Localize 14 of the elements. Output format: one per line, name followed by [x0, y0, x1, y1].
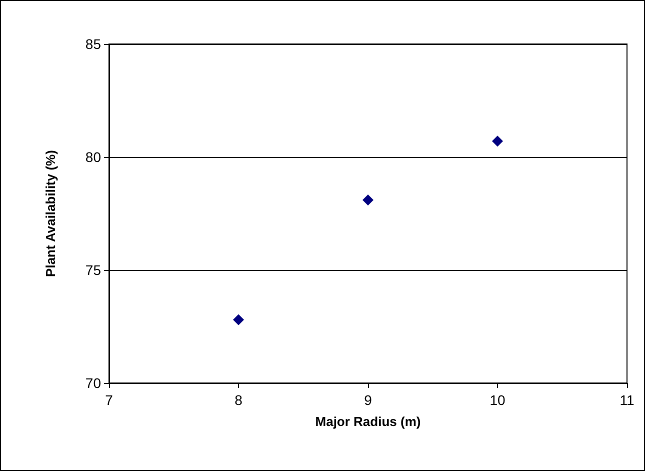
y-tick-label: 70: [85, 375, 102, 391]
x-tick-label: 11: [620, 392, 634, 408]
x-tick-label: 10: [490, 392, 506, 408]
y-tick-label: 80: [85, 149, 102, 165]
point: [362, 194, 374, 206]
x-axis-title: Major Radius (m): [315, 414, 421, 429]
y-tick-label: 85: [85, 36, 102, 52]
y-axis-title: Plant Availability (%): [43, 150, 58, 277]
point: [233, 314, 244, 326]
x-tick-label: 8: [234, 392, 243, 408]
x-tick-label: 9: [364, 392, 372, 408]
x-tick-label: 7: [105, 392, 114, 408]
y-tick-label: 75: [85, 262, 102, 278]
point: [492, 136, 503, 147]
